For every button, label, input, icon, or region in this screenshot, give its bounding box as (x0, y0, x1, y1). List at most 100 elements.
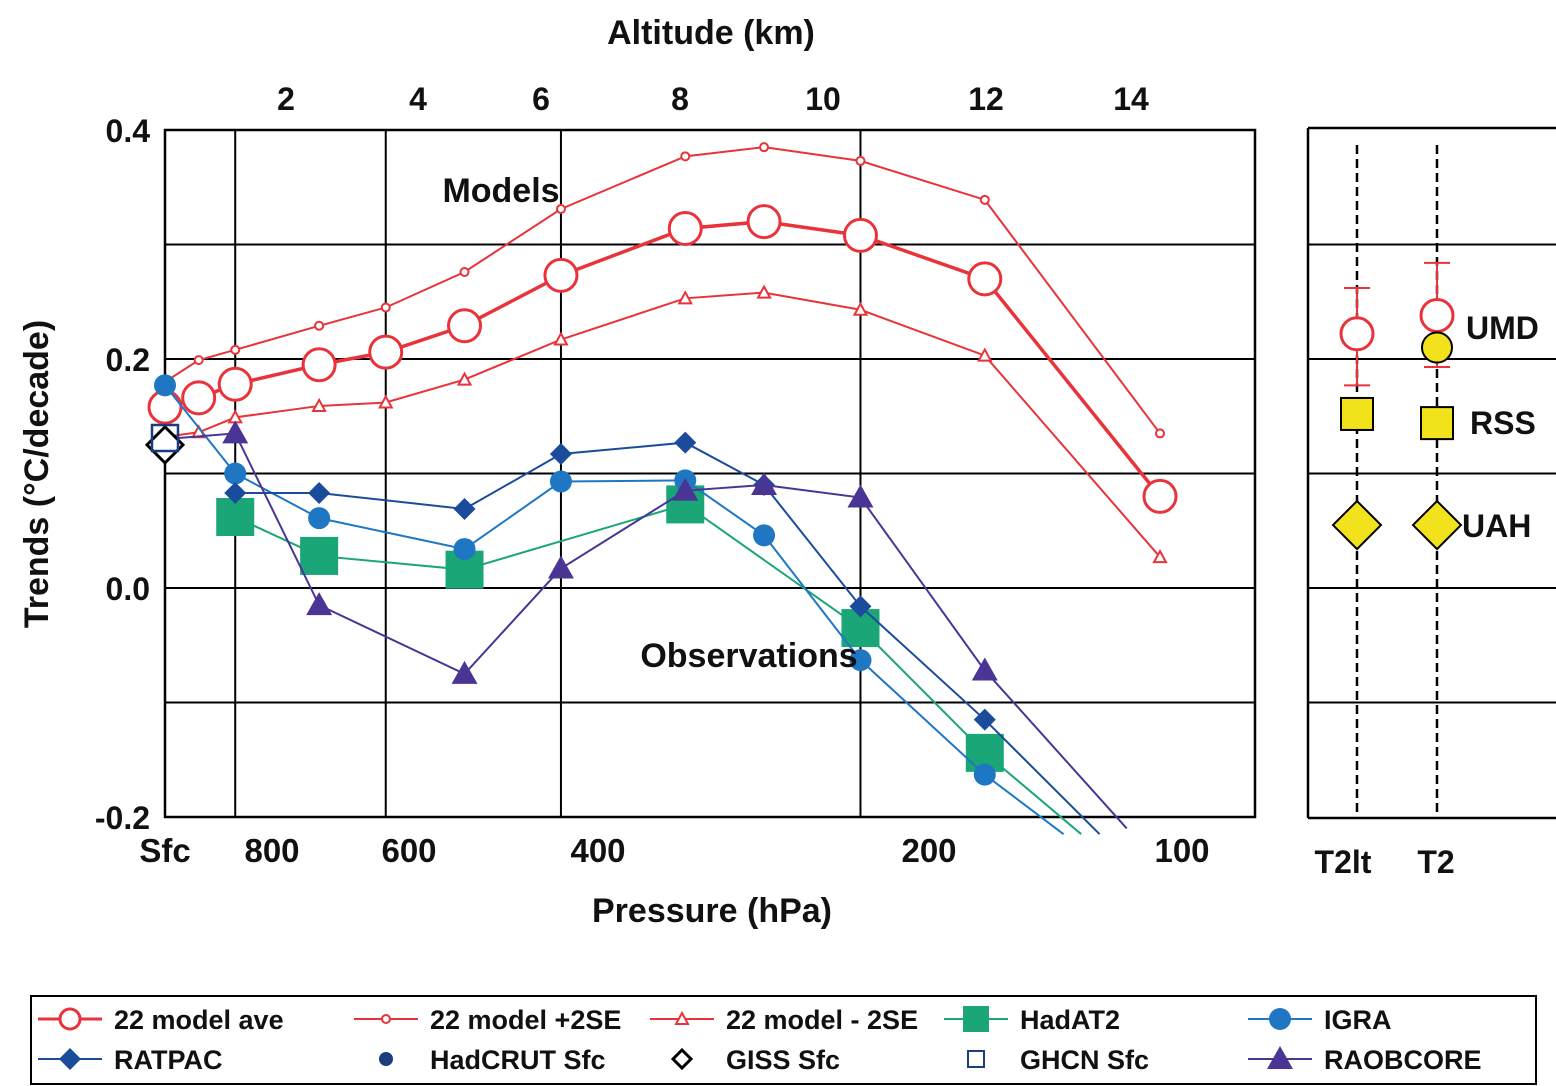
legend-label: HadCRUT Sfc (430, 1045, 606, 1075)
satellite-panel: UMD RSS UAH T2lt T2 (1306, 126, 1556, 880)
x-tick-label: Sfc (139, 832, 190, 869)
top-tick-label: 8 (671, 81, 689, 117)
main-plot-series (144, 142, 1178, 835)
data-point (230, 344, 241, 355)
data-point (1339, 316, 1375, 352)
data-point (193, 355, 204, 366)
data-point (222, 420, 249, 444)
data-point (553, 331, 569, 346)
legend-label: RATPAC (114, 1045, 223, 1075)
data-point (368, 334, 404, 370)
data-point (314, 320, 325, 331)
plot-frame (163, 128, 1257, 819)
data-point (181, 380, 217, 416)
data-point (849, 649, 872, 672)
data-point (1152, 548, 1168, 564)
data-point (224, 462, 247, 485)
data-point (300, 536, 339, 575)
data-point (549, 470, 572, 493)
data-point (453, 497, 476, 520)
data-point (1420, 406, 1454, 441)
legend-marker (381, 1014, 391, 1024)
data-point (751, 471, 778, 495)
legend-label: HadAT2 (1020, 1005, 1120, 1035)
data-point (1142, 478, 1178, 514)
main-plot-grid (163, 128, 1257, 819)
y-tick-label: -0.2 (95, 800, 150, 836)
point-label: UAH (1462, 508, 1531, 544)
data-point (456, 371, 473, 386)
data-point (759, 142, 770, 153)
legend-label: RAOBCORE (1324, 1045, 1482, 1075)
series-line (164, 291, 1161, 558)
data-point (973, 763, 996, 786)
legend-marker (58, 1007, 82, 1031)
data-point (549, 443, 572, 466)
legend-label: 22 model ave (114, 1005, 284, 1035)
data-point (308, 481, 331, 504)
legend-marker (379, 1052, 393, 1066)
data-point (306, 592, 333, 616)
annotation-observations: Observations (640, 637, 857, 675)
data-point (378, 394, 394, 409)
y-tick-label: 0.4 (106, 113, 151, 149)
data-point (979, 194, 990, 205)
x-tick-label: T2 (1417, 844, 1454, 880)
data-point (847, 484, 874, 508)
data-point (849, 595, 872, 618)
data-point (1419, 297, 1455, 333)
data-point (977, 347, 993, 362)
data-point (677, 290, 693, 305)
legend: 22 model ave 22 model +2SE 22 model - 2SE H… (30, 995, 1537, 1085)
data-point (855, 155, 866, 166)
top-tick-label: 12 (968, 81, 1004, 117)
legend-label: GHCN Sfc (1020, 1045, 1149, 1075)
top-tick-label: 2 (277, 81, 295, 117)
data-point (672, 477, 699, 501)
x-tick-label: 600 (381, 832, 436, 869)
legend-label: IGRA (1324, 1005, 1392, 1035)
data-point (842, 217, 878, 253)
data-point (224, 481, 247, 504)
data-point (1411, 499, 1463, 551)
series-line (164, 384, 1065, 835)
x-tick-label: 800 (244, 832, 299, 869)
data-point (543, 257, 579, 293)
x-tick-label: T2lt (1315, 844, 1372, 880)
y-axis-title: Trends (°C/decade) (18, 320, 56, 628)
data-point (971, 657, 998, 681)
data-point (1421, 331, 1453, 364)
x-tick-label: 200 (901, 832, 956, 869)
legend-marker (967, 1050, 985, 1068)
legend-marker (59, 1048, 81, 1070)
point-label: UMD (1466, 310, 1539, 346)
legend-label: 22 model +2SE (430, 1005, 621, 1035)
series-line (164, 432, 1128, 830)
data-point (154, 374, 176, 397)
series-line (164, 146, 1161, 435)
data-point (1331, 499, 1383, 551)
legend-marker (670, 1047, 694, 1071)
y-tick-label: 0.0 (106, 571, 150, 607)
legend-marker (1269, 1008, 1291, 1030)
data-point (217, 366, 253, 402)
legend-marker (674, 1010, 690, 1025)
data-point (555, 204, 566, 215)
data-point (447, 308, 483, 344)
data-point (301, 347, 337, 383)
y-tick-label: 0.2 (106, 342, 150, 378)
data-point (216, 498, 255, 537)
data-point (967, 261, 1003, 297)
data-point (973, 708, 996, 731)
top-tick-label: 6 (532, 81, 550, 117)
top-tick-label: 10 (805, 81, 841, 117)
legend-marker (963, 1006, 989, 1032)
legend-label: 22 model - 2SE (726, 1005, 918, 1035)
data-point (308, 507, 331, 530)
x-tick-label: 400 (570, 832, 625, 869)
top-axis-title: Altitude (km) (607, 14, 815, 52)
top-tick-label: 14 (1113, 81, 1149, 117)
data-point (459, 266, 470, 277)
x-axis-title: Pressure (hPa) (592, 892, 832, 930)
annotation-models: Models (442, 172, 559, 210)
